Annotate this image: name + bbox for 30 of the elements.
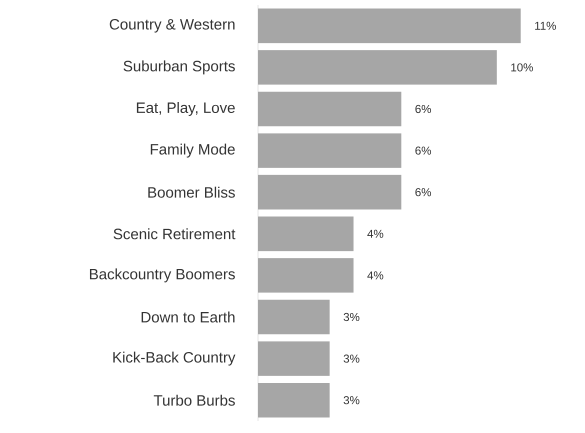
y-tick-label: Family Mode [150,144,235,158]
y-tick-label: Down to Earth [142,311,234,323]
y-tick-label: Eat, Play, Love [136,102,235,116]
data-label: 3% [344,312,360,322]
bar [258,258,354,293]
y-tick-label: Kick-Back Country [113,352,236,366]
data-label: 3% [344,354,360,363]
data-label: 4% [367,271,384,280]
bar [258,174,402,210]
y-tick-label: Country & Western [110,19,234,33]
bar [258,382,330,418]
y-tick-label: Turbo Burbs [154,394,235,406]
bar [258,216,354,252]
bar [258,300,330,334]
data-label: 11% [535,22,556,30]
bar [258,133,402,168]
y-tick-label: Backcountry Boomers [90,268,235,282]
bar [258,8,521,44]
y-tick-label: Scenic Retirement [114,228,236,240]
y-tick-label: Boomer Bliss [148,186,235,198]
data-label: 3% [344,396,360,404]
y-tick-label: Suburban Sports [124,60,235,74]
bar [258,92,402,126]
data-label: 10% [511,63,533,72]
bar [258,341,330,376]
data-label: 6% [415,146,432,155]
bar [258,50,497,85]
data-label: 4% [367,230,384,238]
data-label: 6% [415,104,432,114]
data-label: 6% [415,188,432,196]
